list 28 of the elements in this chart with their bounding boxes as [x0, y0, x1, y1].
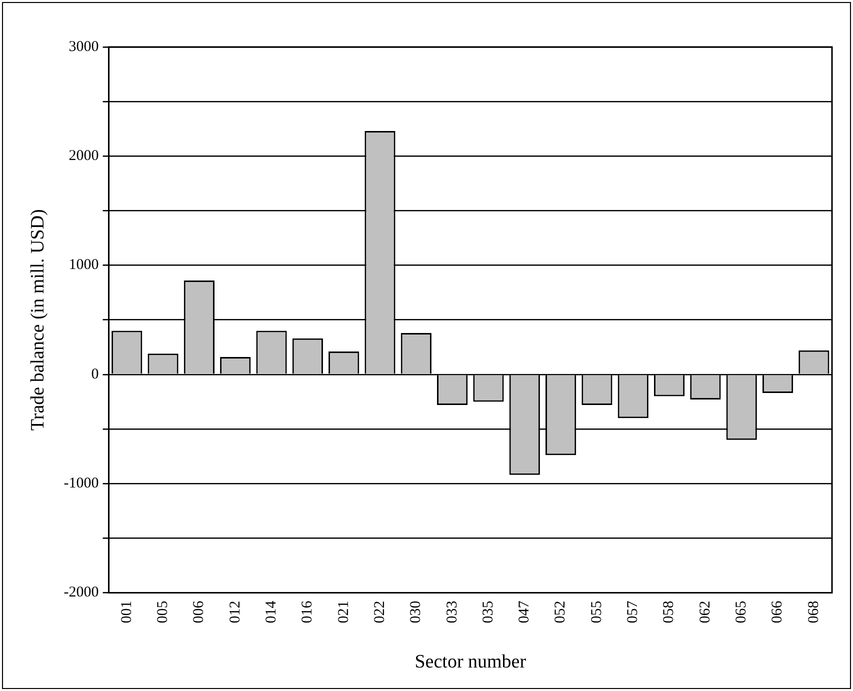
x-tick-label: 052 — [552, 600, 569, 624]
x-tick-label: 001 — [118, 600, 135, 624]
x-tick-label: 005 — [154, 600, 171, 624]
x-tick-label: 016 — [300, 600, 316, 624]
y-axis-title: Trade balance (in mill. USD) — [27, 209, 48, 431]
y-tick-label: 2000 — [68, 148, 99, 164]
x-tick-label: 047 — [516, 600, 533, 624]
y-tick-label: 1000 — [68, 257, 99, 274]
y-tick-label: -2000 — [64, 584, 99, 601]
x-tick-label: 033 — [444, 600, 460, 624]
x-tick-label: 057 — [625, 600, 642, 624]
x-tick-label: 066 — [770, 600, 786, 624]
x-tick-label: 012 — [227, 600, 244, 624]
x-tick-label: 030 — [408, 600, 424, 624]
y-tick-label: 3000 — [68, 38, 99, 55]
x-tick-label: 058 — [661, 600, 678, 624]
y-tick-label: 0 — [91, 366, 99, 382]
y-tick-label: -1000 — [64, 475, 99, 492]
x-tick-label: 014 — [263, 600, 280, 624]
x-tick-label: 006 — [191, 600, 208, 624]
x-tick-label: 065 — [734, 600, 750, 624]
x-axis-title: Sector number — [414, 652, 527, 673]
x-tick-label: 055 — [588, 600, 605, 624]
x-tick-label: 035 — [480, 600, 496, 624]
x-tick-label: 062 — [697, 600, 714, 624]
x-tick-label: 068 — [806, 600, 822, 624]
x-tick-label: 022 — [372, 600, 388, 624]
x-tick-label: 021 — [336, 600, 352, 624]
